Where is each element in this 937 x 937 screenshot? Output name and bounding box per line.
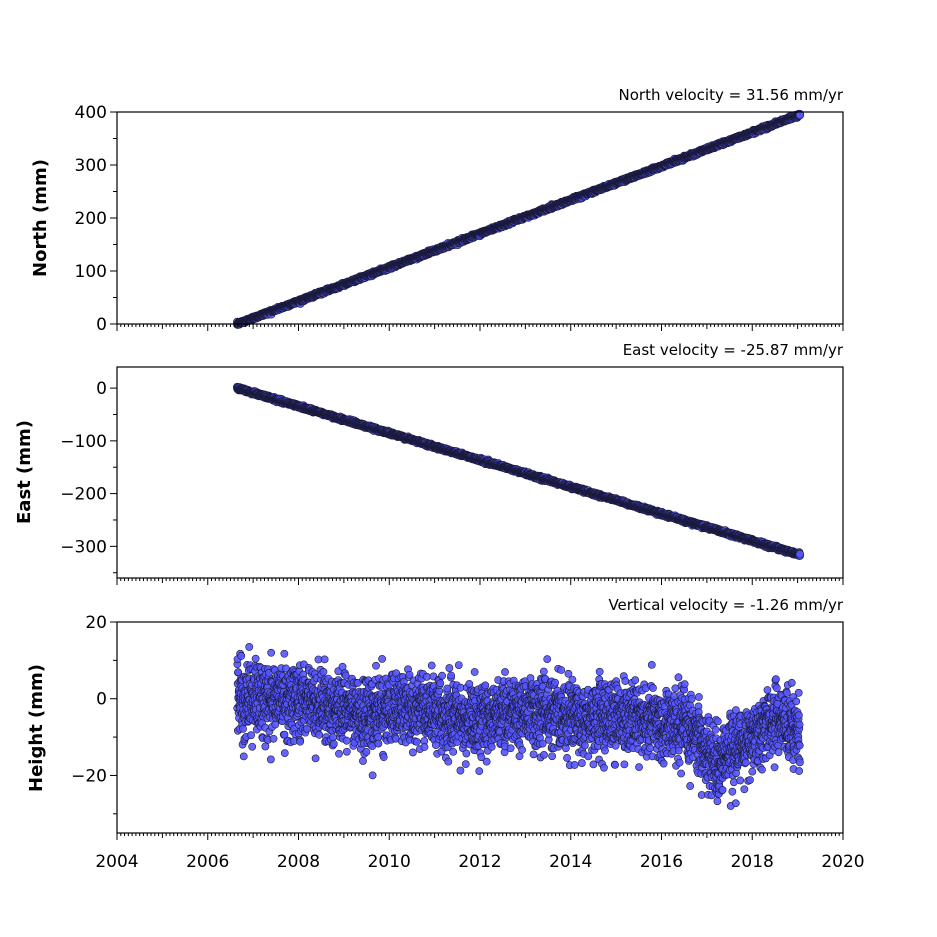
north-ytick-label: 400 xyxy=(75,103,107,123)
north-points xyxy=(233,109,805,329)
north-ytick-label: 200 xyxy=(75,209,107,229)
north-ylabel: North (mm) xyxy=(30,159,51,277)
north-panel: 0 100 200 300 400 North (mm) North velocity … xyxy=(30,86,844,335)
north-ytick-label: 0 xyxy=(96,315,107,335)
north-ytick-label: 100 xyxy=(75,262,107,282)
north-velocity-label: North velocity = 31.56 mm/yr xyxy=(619,86,844,104)
north-ytick-label: 300 xyxy=(75,156,107,176)
